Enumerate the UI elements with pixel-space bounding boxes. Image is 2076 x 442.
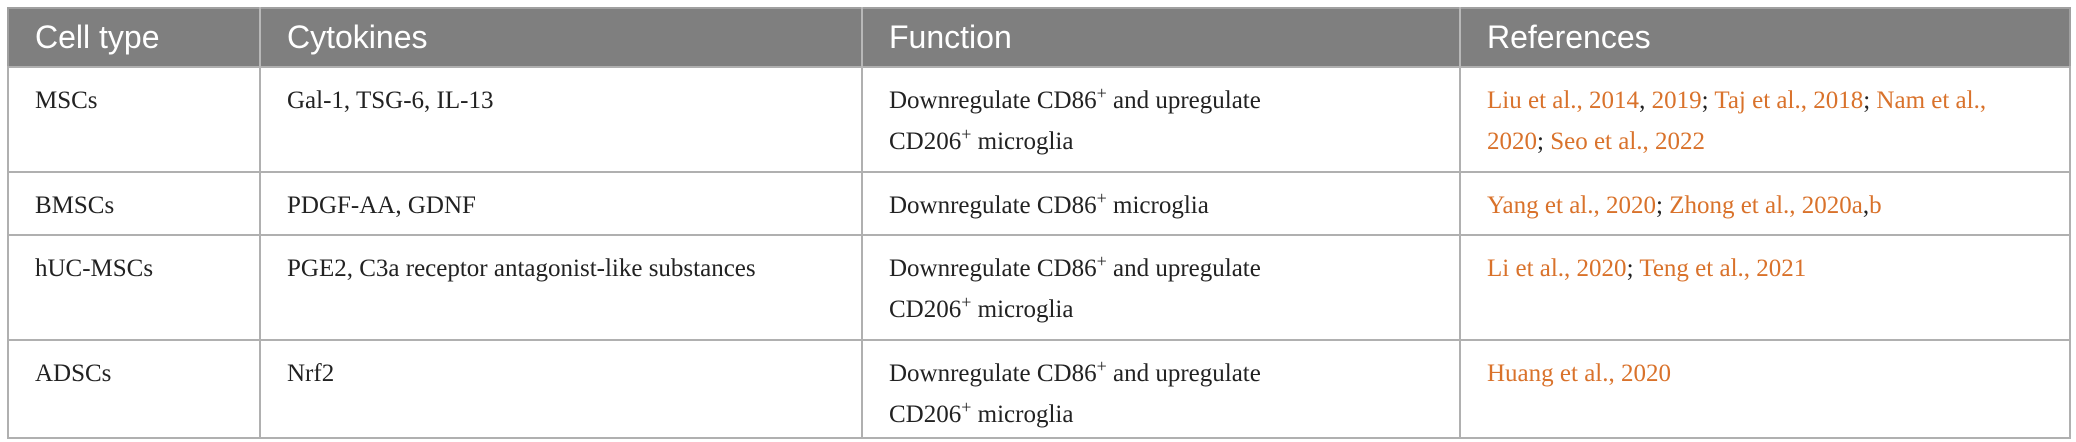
table-row: BMSCs PDGF-AA, GDNF Downregulate CD86+ mic… — [7, 171, 2071, 236]
function-text: Downregulate CD86+ microglia — [889, 185, 1349, 226]
cell-type: ADSCs — [7, 339, 261, 439]
separator: ; — [1863, 87, 1877, 114]
function: Downregulate CD86+ and upregulate CD206+… — [861, 339, 1461, 439]
column-header: Function — [861, 8, 1460, 67]
column-header: Cytokines — [259, 8, 862, 67]
superscript: + — [1096, 356, 1107, 376]
table-body: MSCs Gal-1, TSG-6, IL-13 Downregulate CD86… — [7, 66, 2071, 439]
text-segment: Downregulate CD86 — [889, 360, 1097, 387]
text-segment: Downregulate CD86 — [889, 87, 1097, 114]
superscript: + — [1096, 188, 1107, 208]
references: Huang et al., 2020 — [1459, 339, 2071, 439]
table-row: hUC-MSCs PGE2, C3a receptor antagonist-li… — [7, 234, 2071, 341]
reference-link[interactable]: Teng et al., 2021 — [1639, 255, 1807, 282]
cytokines: PGE2, C3a receptor antagonist-like subst… — [259, 234, 863, 341]
text-segment: microglia — [971, 128, 1074, 155]
function: Downregulate CD86+ and upregulate CD206+… — [861, 234, 1461, 341]
superscript: + — [961, 124, 972, 144]
table-row: MSCs Gal-1, TSG-6, IL-13 Downregulate CD86… — [7, 66, 2071, 173]
references: Liu et al., 2014, 2019; Taj et al., 2018… — [1459, 66, 2071, 173]
text-segment: microglia — [971, 296, 1074, 323]
separator: , — [1639, 87, 1652, 114]
text-segment: and upregulate CD206 — [889, 87, 1261, 155]
reference-link[interactable]: Huang et al., 2020 — [1487, 360, 1671, 387]
references: Li et al., 2020; Teng et al., 2021 — [1459, 234, 2071, 341]
superscript: + — [1096, 83, 1107, 103]
column-header: Cell type — [8, 8, 260, 67]
function: Downregulate CD86+ microglia — [861, 171, 1461, 236]
function-text: Downregulate CD86+ and upregulate CD206+… — [889, 353, 1349, 435]
cytokines: Gal-1, TSG-6, IL-13 — [259, 66, 863, 173]
text-segment: Downregulate CD86 — [889, 255, 1097, 282]
separator: ; — [1537, 128, 1551, 155]
superscript: + — [961, 292, 972, 312]
function-text: Downregulate CD86+ and upregulate CD206+… — [889, 248, 1349, 330]
text-segment: microglia — [1106, 192, 1209, 219]
table-row: ADSCs Nrf2 Downregulate CD86+ and upregula… — [7, 339, 2071, 439]
reference-link[interactable]: Nam et al., 2020 — [1487, 87, 1987, 155]
function-text: Downregulate CD86+ and upregulate CD206+… — [889, 80, 1349, 162]
references: Yang et al., 2020; Zhong et al., 2020a,b — [1459, 171, 2071, 236]
text-segment: microglia — [971, 401, 1074, 428]
superscript: + — [961, 397, 972, 417]
column-header: References — [1459, 8, 2070, 67]
reference-link[interactable]: Taj et al., 2018 — [1714, 87, 1864, 114]
reference-link[interactable]: b — [1869, 192, 1882, 219]
cell-type: BMSCs — [7, 171, 261, 236]
table: Cell type Cytokines Function References MSC… — [7, 7, 2071, 439]
separator: ; — [1655, 192, 1670, 219]
text-segment: Downregulate CD86 — [889, 192, 1097, 219]
text-segment: and upregulate CD206 — [889, 360, 1261, 428]
separator: ; — [1701, 87, 1715, 114]
separator: , — [1862, 192, 1870, 219]
reference-link[interactable]: Yang et al., 2020 — [1487, 192, 1656, 219]
cell-type: hUC-MSCs — [7, 234, 261, 341]
cytokines: PDGF-AA, GDNF — [259, 171, 863, 236]
reference-link[interactable]: Zhong et al., 2020a — [1669, 192, 1863, 219]
reference-link[interactable]: Liu et al., 2014 — [1487, 87, 1640, 114]
separator: ; — [1626, 255, 1640, 282]
reference-link[interactable]: 2019 — [1651, 87, 1702, 114]
superscript: + — [1096, 251, 1107, 271]
function: Downregulate CD86+ and upregulate CD206+… — [861, 66, 1461, 173]
cell-type: MSCs — [7, 66, 261, 173]
header-row: Cell type Cytokines Function References — [8, 8, 2070, 67]
reference-link[interactable]: Li et al., 2020 — [1487, 255, 1627, 282]
cytokines: Nrf2 — [259, 339, 863, 439]
text-segment: and upregulate CD206 — [889, 255, 1261, 323]
reference-link[interactable]: Seo et al., 2022 — [1550, 128, 1706, 155]
table-wrap: Cell type Cytokines Function References MSC… — [7, 7, 2071, 439]
